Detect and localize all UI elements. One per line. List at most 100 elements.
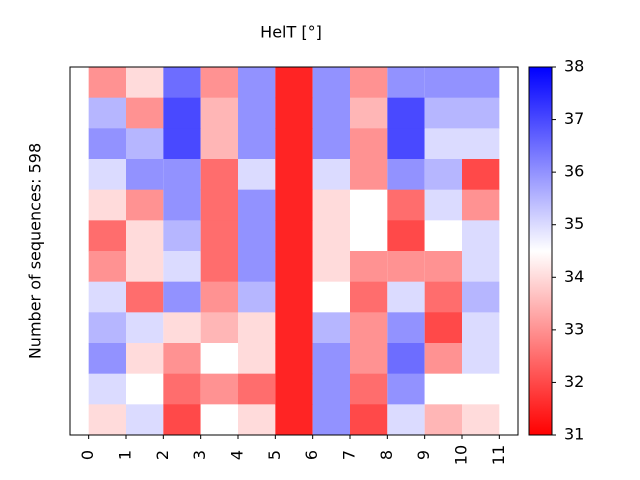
x-tick-label: 1 <box>116 450 135 460</box>
heatmap-cell <box>387 343 425 375</box>
heatmap-cell <box>424 97 462 129</box>
heatmap-cell <box>350 281 388 313</box>
heatmap-cell <box>350 67 388 99</box>
heatmap-cell <box>88 251 126 283</box>
heatmap-cell <box>312 343 350 375</box>
heatmap-cell <box>462 373 500 405</box>
heatmap-cell <box>424 312 462 344</box>
heatmap-cell <box>387 404 425 436</box>
heatmap-cell <box>387 97 425 129</box>
heatmap-cell <box>424 128 462 160</box>
heatmap-cell <box>238 251 276 283</box>
heatmap-cell <box>275 343 313 375</box>
x-tick-label: 9 <box>414 450 433 460</box>
heatmap-cell <box>200 281 238 313</box>
heatmap-cell <box>200 67 238 99</box>
heatmap-cell <box>88 67 126 99</box>
heatmap-cell <box>126 404 164 436</box>
x-tick-label: 6 <box>302 450 321 460</box>
heatmap-cell <box>275 128 313 160</box>
heatmap-cell <box>238 128 276 160</box>
heatmap-cell <box>424 67 462 99</box>
heatmap-cell <box>126 189 164 221</box>
heatmap-cell <box>387 220 425 252</box>
chart-title: HelT [°] <box>260 23 322 42</box>
heatmap-cell <box>312 220 350 252</box>
x-tick-label: 4 <box>228 450 247 460</box>
heatmap-cell <box>312 97 350 129</box>
heatmap-cell <box>238 67 276 99</box>
heatmap-cell <box>126 128 164 160</box>
x-tick-label: 3 <box>190 450 209 460</box>
heatmap-cell <box>126 281 164 313</box>
heatmap-cell <box>126 97 164 129</box>
heatmap-cell <box>126 343 164 375</box>
colorbar-tick-label: 38 <box>564 57 584 76</box>
heatmap-cell <box>312 67 350 99</box>
x-tick-label: 10 <box>452 445 471 465</box>
heatmap-cell <box>238 404 276 436</box>
x-tick-label: 8 <box>377 450 396 460</box>
heatmap-cell <box>238 220 276 252</box>
heatmap-cell <box>424 373 462 405</box>
heatmap-cell <box>312 404 350 436</box>
heatmap-cell <box>387 281 425 313</box>
heatmap-cell <box>275 97 313 129</box>
heatmap-cell <box>424 343 462 375</box>
heatmap-cell <box>88 189 126 221</box>
heatmap-cell <box>312 189 350 221</box>
heatmap-cell <box>200 220 238 252</box>
heatmap-cell <box>462 189 500 221</box>
heatmap-cell <box>200 97 238 129</box>
heatmap-cell <box>163 220 201 252</box>
heatmap-cell <box>462 281 500 313</box>
heatmap-cell <box>163 251 201 283</box>
heatmap-cell <box>200 159 238 191</box>
heatmap-cell <box>126 67 164 99</box>
plot-frame <box>69 66 519 436</box>
x-tick-label: 0 <box>78 450 97 460</box>
heatmap-cell <box>462 97 500 129</box>
heatmap-cell <box>88 97 126 129</box>
heatmap-cell <box>275 281 313 313</box>
heatmap-cell <box>200 373 238 405</box>
heatmap-cell <box>350 404 388 436</box>
heatmap-cell <box>200 251 238 283</box>
heatmap-cell <box>200 128 238 160</box>
heatmap-cell <box>200 189 238 221</box>
heatmap-cell <box>275 67 313 99</box>
colorbar-tick-label: 32 <box>564 372 584 391</box>
heatmap-cell <box>275 373 313 405</box>
heatmap-cell <box>238 159 276 191</box>
heatmap-cell <box>424 281 462 313</box>
heatmap-cell <box>126 373 164 405</box>
heatmap-cell <box>312 281 350 313</box>
colorbar-tick-label: 35 <box>564 214 584 233</box>
heatmap-cell <box>126 312 164 344</box>
heatmap-cell <box>163 189 201 221</box>
heatmap-cell <box>163 281 201 313</box>
heatmap-cell <box>275 251 313 283</box>
heatmap-cell <box>275 220 313 252</box>
heatmap-cell <box>350 159 388 191</box>
heatmap-cell <box>462 159 500 191</box>
heatmap-cell <box>312 159 350 191</box>
heatmap-cell <box>462 220 500 252</box>
heatmap-cell <box>462 343 500 375</box>
heatmap-cell <box>424 251 462 283</box>
heatmap-cell <box>350 343 388 375</box>
x-tick-label: 7 <box>340 450 359 460</box>
heatmap-cell <box>462 128 500 160</box>
heatmap-cell <box>88 159 126 191</box>
heatmap-cell <box>163 97 201 129</box>
heatmap-cell <box>462 67 500 99</box>
heatmap-cell <box>88 128 126 160</box>
heatmap-cell <box>350 128 388 160</box>
heatmap-cell <box>424 404 462 436</box>
heatmap-cell <box>238 343 276 375</box>
heatmap-cell <box>238 373 276 405</box>
heatmap-cell <box>387 189 425 221</box>
x-tick-label: 5 <box>265 450 284 460</box>
